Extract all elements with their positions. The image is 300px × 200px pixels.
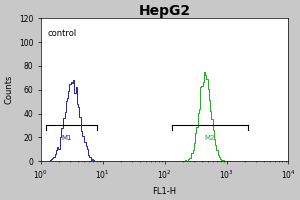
- X-axis label: FL1-H: FL1-H: [153, 187, 177, 196]
- Text: M2: M2: [205, 135, 215, 141]
- Y-axis label: Counts: Counts: [4, 75, 13, 104]
- Text: M1: M1: [61, 135, 72, 141]
- Text: control: control: [48, 29, 77, 38]
- Title: HepG2: HepG2: [139, 4, 191, 18]
